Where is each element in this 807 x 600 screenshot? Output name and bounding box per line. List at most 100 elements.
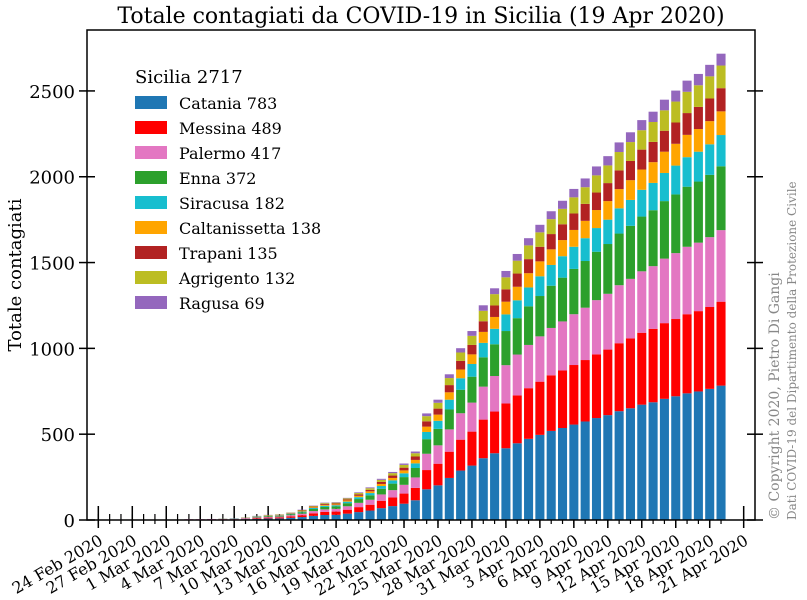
bar-segment xyxy=(524,344,534,389)
bar-segment xyxy=(422,470,432,490)
bar-segment xyxy=(501,301,511,315)
bar-segment xyxy=(557,240,568,257)
bar-segment xyxy=(320,502,330,504)
bar-segment xyxy=(297,515,307,518)
bar-segment xyxy=(659,323,669,399)
bar-segment xyxy=(501,403,511,449)
bar-segment xyxy=(331,502,341,503)
legend-label: Messina 489 xyxy=(179,119,282,138)
legend-swatch xyxy=(135,246,167,259)
bar-segment xyxy=(693,85,703,107)
bar-segment xyxy=(263,516,273,518)
bar-segment xyxy=(603,201,613,220)
bar-segment xyxy=(308,513,318,516)
bar-segment xyxy=(342,509,352,514)
bar-segment xyxy=(716,385,726,520)
y-tick-label: 2500 xyxy=(29,82,75,103)
bar-segment xyxy=(614,208,624,234)
bar-segment xyxy=(580,421,590,520)
bar-segment xyxy=(693,129,703,152)
legend-label: Trapani 135 xyxy=(179,244,278,263)
bar-segment xyxy=(478,357,488,387)
bar-segment xyxy=(286,514,296,516)
bar-segment xyxy=(716,53,726,66)
bar-segment xyxy=(422,431,432,440)
bar-segment xyxy=(297,512,307,514)
bar-segment xyxy=(535,296,545,337)
bar-segment xyxy=(478,310,488,322)
bar-segment xyxy=(659,398,669,520)
bar-segment xyxy=(716,166,726,231)
bar-segment xyxy=(614,343,624,412)
bar-segment xyxy=(388,506,398,520)
bar-segment xyxy=(456,369,466,379)
bar-segment xyxy=(648,402,658,520)
bar-segment xyxy=(467,431,477,466)
bar-segment xyxy=(524,273,534,288)
bar-segment xyxy=(557,208,568,225)
legend-swatch xyxy=(135,171,167,184)
bar-segment xyxy=(535,224,545,233)
bar-segment xyxy=(433,402,443,409)
bar-segment xyxy=(569,314,579,366)
bar-segment xyxy=(388,471,398,474)
bar-segment xyxy=(614,170,624,190)
bar-segment xyxy=(512,260,522,274)
bar-segment xyxy=(637,404,647,520)
bar-segment xyxy=(512,273,522,287)
bar-segment xyxy=(410,487,420,501)
bar-segment xyxy=(625,408,635,520)
y-tick-label: 500 xyxy=(41,425,75,446)
bar-segment xyxy=(705,174,715,238)
bar-segment xyxy=(546,219,556,235)
bar-segment xyxy=(342,503,352,507)
bar-segment xyxy=(388,480,398,484)
bar-segment xyxy=(388,473,398,476)
bar-segment xyxy=(490,344,500,377)
bar-segment xyxy=(546,375,556,431)
bar-segment xyxy=(535,336,545,382)
bar-segment xyxy=(716,135,726,167)
bar-segment xyxy=(512,318,522,355)
bar-segment xyxy=(444,429,454,452)
bar-segment xyxy=(320,506,330,510)
bar-segment xyxy=(614,285,624,344)
bar-segment xyxy=(354,499,364,503)
bar-segment xyxy=(444,399,454,410)
bar-segment xyxy=(716,65,726,89)
bar-segment xyxy=(252,518,262,519)
bar-segment xyxy=(490,294,500,306)
bar-segment xyxy=(648,328,658,403)
bar-segment xyxy=(512,395,522,444)
bar-segment xyxy=(603,244,613,294)
bar-segment xyxy=(399,473,409,478)
bar-segment xyxy=(263,517,273,519)
bar-segment xyxy=(546,249,556,265)
bar-segment xyxy=(456,348,466,353)
bar-segment xyxy=(648,266,658,329)
bar-segment xyxy=(671,90,681,102)
bar-segment xyxy=(467,402,477,432)
bar-segment xyxy=(693,181,703,243)
bar-segment xyxy=(625,199,635,226)
bar-segment xyxy=(410,459,420,464)
y-tick-label: 0 xyxy=(64,511,75,532)
bar-segment xyxy=(478,342,488,358)
bar-segment xyxy=(671,319,681,397)
bar-segment xyxy=(365,493,375,496)
bar-segment xyxy=(365,491,375,494)
bar-segment xyxy=(320,505,330,507)
bar-segment xyxy=(569,246,579,269)
bar-segment xyxy=(467,363,477,377)
bar-segment xyxy=(331,505,341,507)
bar-segment xyxy=(342,506,352,510)
bar-segment xyxy=(557,200,568,209)
bar-segment xyxy=(252,516,262,518)
bar-segment xyxy=(320,511,330,516)
bar-segment xyxy=(297,511,307,513)
bar-segment xyxy=(524,245,534,260)
bar-segment xyxy=(591,210,602,229)
source-note: Dati COVID-19 del Dipartimento della Pro… xyxy=(785,181,799,520)
bar-segment xyxy=(365,499,375,505)
bar-segment xyxy=(456,360,466,370)
